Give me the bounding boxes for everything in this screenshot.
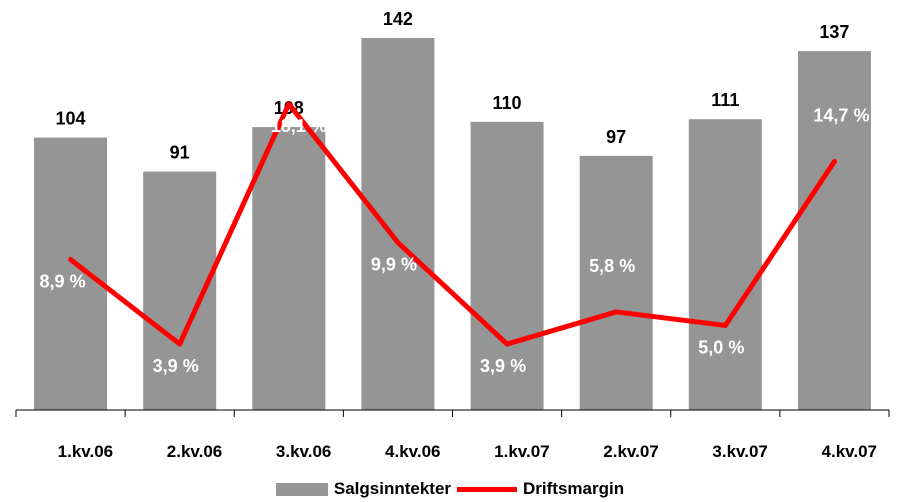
line-value-label: 5,8 % [589,256,635,276]
bar [797,51,871,410]
x-tick-label: 1.kv.06 [58,442,113,461]
x-tick-label: 3.kv.07 [712,442,767,461]
line-value-label: 5,0 % [698,337,744,357]
legend-label-driftsmargin: Driftsmargin [523,479,625,498]
x-tick-label: 2.kv.07 [603,442,658,461]
line-value-label: 8,9 % [40,272,86,292]
line-value-label: 9,9 % [371,255,417,275]
legend-swatch-line [457,486,518,492]
legend-swatch-bar [275,482,328,496]
x-tick-label: 4.kv.07 [822,442,877,461]
line-value-label: 3,9 % [153,356,199,376]
bar-value-label: 97 [606,127,626,147]
line-value-label: 3,9 % [480,356,526,376]
line-value-label: 14,7 % [813,105,869,125]
bar [688,119,762,410]
x-tick-label: 4.kv.06 [385,442,440,461]
line-value-label: 18,1 % [271,116,327,136]
bar [361,38,435,410]
bar-value-label: 91 [170,143,190,163]
bar-value-label: 110 [493,93,522,113]
bar-value-label: 142 [383,9,413,29]
bar-value-label: 104 [56,109,86,129]
bar [579,155,653,410]
x-tick-label: 3.kv.06 [276,442,331,461]
bar-value-label: 137 [819,22,849,42]
line-series-driftsmargin [68,101,837,347]
bar [470,121,544,410]
bar [34,137,108,410]
legend: Salgsinntekter Driftsmargin [0,476,900,502]
x-tick-label: 1.kv.07 [494,442,549,461]
legend-item-driftsmargin: Driftsmargin [457,479,624,499]
legend-label-salgsinntekter: Salgsinntekter [333,479,452,498]
legend-item-salgsinntekter: Salgsinntekter [275,479,452,499]
bar-value-label: 111 [711,90,739,110]
x-tick-label: 2.kv.06 [167,442,222,461]
bar [252,127,326,410]
